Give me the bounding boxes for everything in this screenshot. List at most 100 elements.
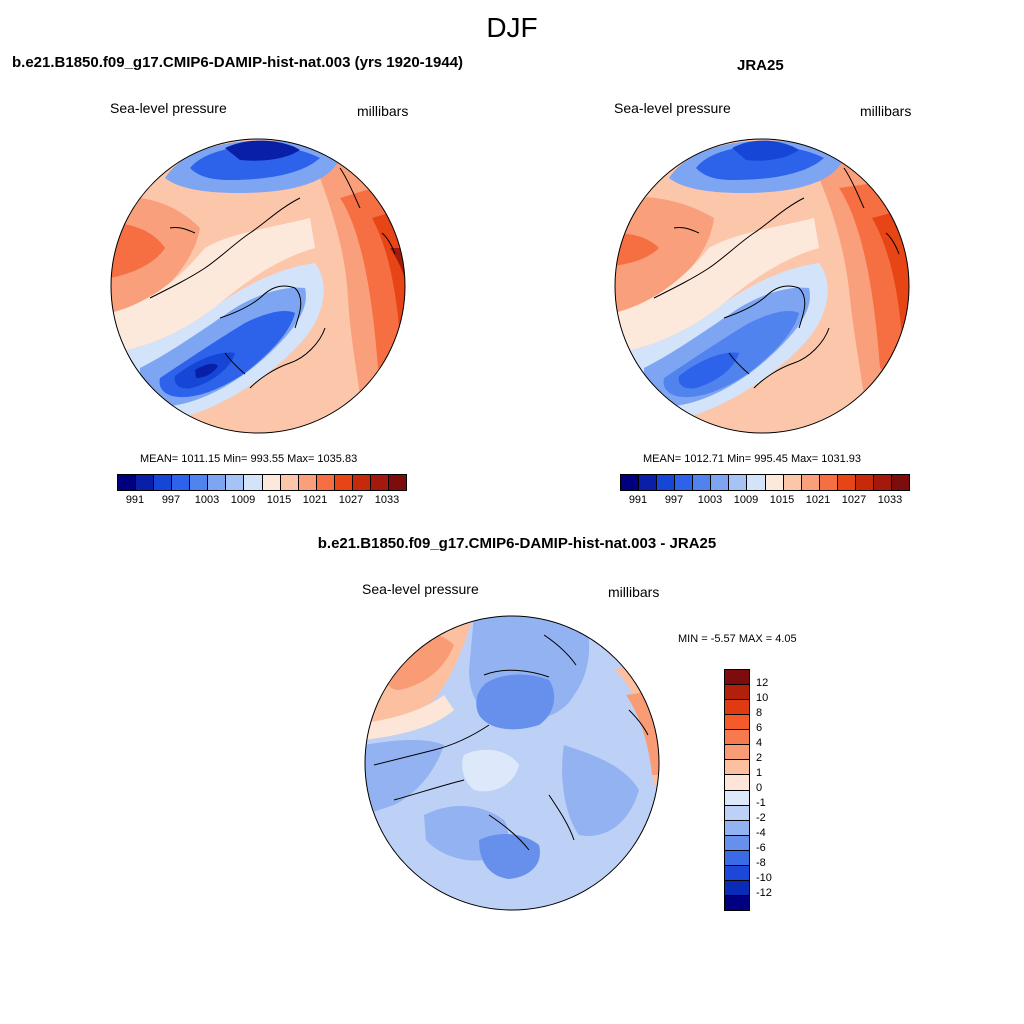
colorbar-swatch — [725, 775, 749, 791]
colorbar-swatch — [725, 865, 749, 881]
colorbar-swatch — [298, 475, 317, 490]
colorbar-tick-label: -8 — [756, 857, 766, 869]
colorbar-swatch — [855, 475, 874, 490]
obs-panel-title: JRA25 — [737, 57, 784, 74]
obs-stats: MEAN= 1012.71 Min= 995.45 Max= 1031.93 — [643, 453, 862, 465]
model-panel-title: b.e21.B1850.f09_g17.CMIP6-DAMIP-hist-nat… — [12, 54, 464, 71]
colorbar-tick-label: 991 — [125, 494, 145, 506]
colorbar-swatch — [226, 475, 245, 490]
colorbar-tick-label: 1033 — [374, 494, 400, 506]
obs-units-label: millibars — [860, 103, 912, 119]
colorbar-tick-label: 10 — [756, 692, 769, 704]
model-stats: MEAN= 1011.15 Min= 993.55 Max= 1035.83 — [140, 453, 358, 465]
colorbar-swatch — [873, 475, 892, 490]
colorbar-swatch — [280, 475, 299, 490]
colorbar-swatch — [693, 475, 712, 490]
colorbar-tick-label: -2 — [756, 812, 766, 824]
colorbar-swatch — [154, 475, 173, 490]
diff-colorbar-labels: 12 10 8 6 4 2 1 0 -1 -2 -4 -6 -8 -10 -12 — [756, 669, 796, 909]
model-colorbar-labels: 991 997 1003 1009 1015 1021 1027 1033 — [117, 494, 405, 508]
colorbar-swatch — [675, 475, 694, 490]
colorbar-tick-label: 1021 — [302, 494, 328, 506]
diff-slp-map — [364, 615, 660, 911]
colorbar-tick-label: 1027 — [338, 494, 364, 506]
figure-title: DJF — [486, 12, 538, 43]
colorbar-tick-label: 0 — [756, 782, 763, 794]
colorbar-tick-label: 1015 — [266, 494, 292, 506]
obs-colorbar-labels: 991 997 1003 1009 1015 1021 1027 1033 — [620, 494, 908, 508]
colorbar-swatch — [725, 820, 749, 836]
colorbar-swatch — [244, 475, 263, 490]
colorbar-swatch — [819, 475, 838, 490]
colorbar-swatch — [334, 475, 353, 490]
colorbar-tick-label: 1003 — [697, 494, 723, 506]
colorbar-swatch — [837, 475, 856, 490]
colorbar-swatch — [725, 850, 749, 866]
colorbar-tick-label: 2 — [756, 752, 763, 764]
colorbar-swatch — [725, 685, 749, 701]
colorbar-swatch — [388, 475, 406, 490]
colorbar-swatch — [729, 475, 748, 490]
obs-slp-map — [614, 138, 910, 434]
colorbar-swatch — [725, 730, 749, 746]
colorbar-tick-label: 997 — [161, 494, 181, 506]
colorbar-swatch — [657, 475, 676, 490]
colorbar-swatch — [725, 835, 749, 851]
colorbar-swatch — [136, 475, 155, 490]
colorbar-swatch — [725, 805, 749, 821]
model-units-label: millibars — [357, 103, 409, 119]
colorbar-swatch — [621, 475, 640, 490]
colorbar-tick-label: -12 — [756, 887, 772, 899]
colorbar-swatch — [190, 475, 209, 490]
colorbar-tick-label: 1027 — [841, 494, 867, 506]
colorbar-swatch — [725, 790, 749, 806]
colorbar-swatch — [118, 475, 137, 490]
colorbar-swatch — [725, 715, 749, 731]
colorbar-tick-label: 1015 — [769, 494, 795, 506]
colorbar-swatch — [891, 475, 909, 490]
colorbar-swatch — [747, 475, 766, 490]
colorbar-swatch — [765, 475, 784, 490]
colorbar-tick-label: 12 — [756, 677, 769, 689]
model-variable-label: Sea-level pressure — [110, 100, 227, 116]
diff-colorbar — [724, 669, 750, 911]
colorbar-swatch — [725, 895, 749, 910]
colorbar-swatch — [639, 475, 658, 490]
colorbar-tick-label: -10 — [756, 872, 772, 884]
colorbar-swatch — [801, 475, 820, 490]
colorbar-tick-label: 1009 — [230, 494, 256, 506]
colorbar-swatch — [262, 475, 281, 490]
colorbar-swatch — [711, 475, 730, 490]
colorbar-tick-label: 1009 — [733, 494, 759, 506]
colorbar-tick-label: 6 — [756, 722, 763, 734]
colorbar-swatch — [725, 760, 749, 776]
colorbar-tick-label: 1 — [756, 767, 763, 779]
colorbar-swatch — [208, 475, 227, 490]
colorbar-tick-label: 8 — [756, 707, 763, 719]
diff-stats: MIN = -5.57 MAX = 4.05 — [678, 633, 797, 645]
colorbar-swatch — [725, 670, 749, 686]
colorbar-tick-label: 1033 — [877, 494, 903, 506]
obs-colorbar — [620, 474, 910, 491]
colorbar-swatch — [172, 475, 191, 490]
colorbar-swatch — [370, 475, 389, 490]
colorbar-tick-label: 4 — [756, 737, 763, 749]
colorbar-tick-label: -4 — [756, 827, 766, 839]
colorbar-swatch — [783, 475, 802, 490]
model-colorbar — [117, 474, 407, 491]
diff-units-label: millibars — [608, 584, 660, 600]
colorbar-tick-label: 991 — [628, 494, 648, 506]
colorbar-tick-label: 1003 — [194, 494, 220, 506]
obs-variable-label: Sea-level pressure — [614, 100, 731, 116]
colorbar-tick-label: -6 — [756, 842, 766, 854]
colorbar-swatch — [316, 475, 335, 490]
colorbar-tick-label: -1 — [756, 797, 766, 809]
colorbar-swatch — [352, 475, 371, 490]
colorbar-swatch — [725, 700, 749, 716]
colorbar-swatch — [725, 745, 749, 761]
diff-panel-title: b.e21.B1850.f09_g17.CMIP6-DAMIP-hist-nat… — [317, 535, 717, 552]
colorbar-tick-label: 1021 — [805, 494, 831, 506]
diff-variable-label: Sea-level pressure — [362, 581, 479, 597]
colorbar-swatch — [725, 880, 749, 896]
model-slp-map — [110, 138, 406, 434]
